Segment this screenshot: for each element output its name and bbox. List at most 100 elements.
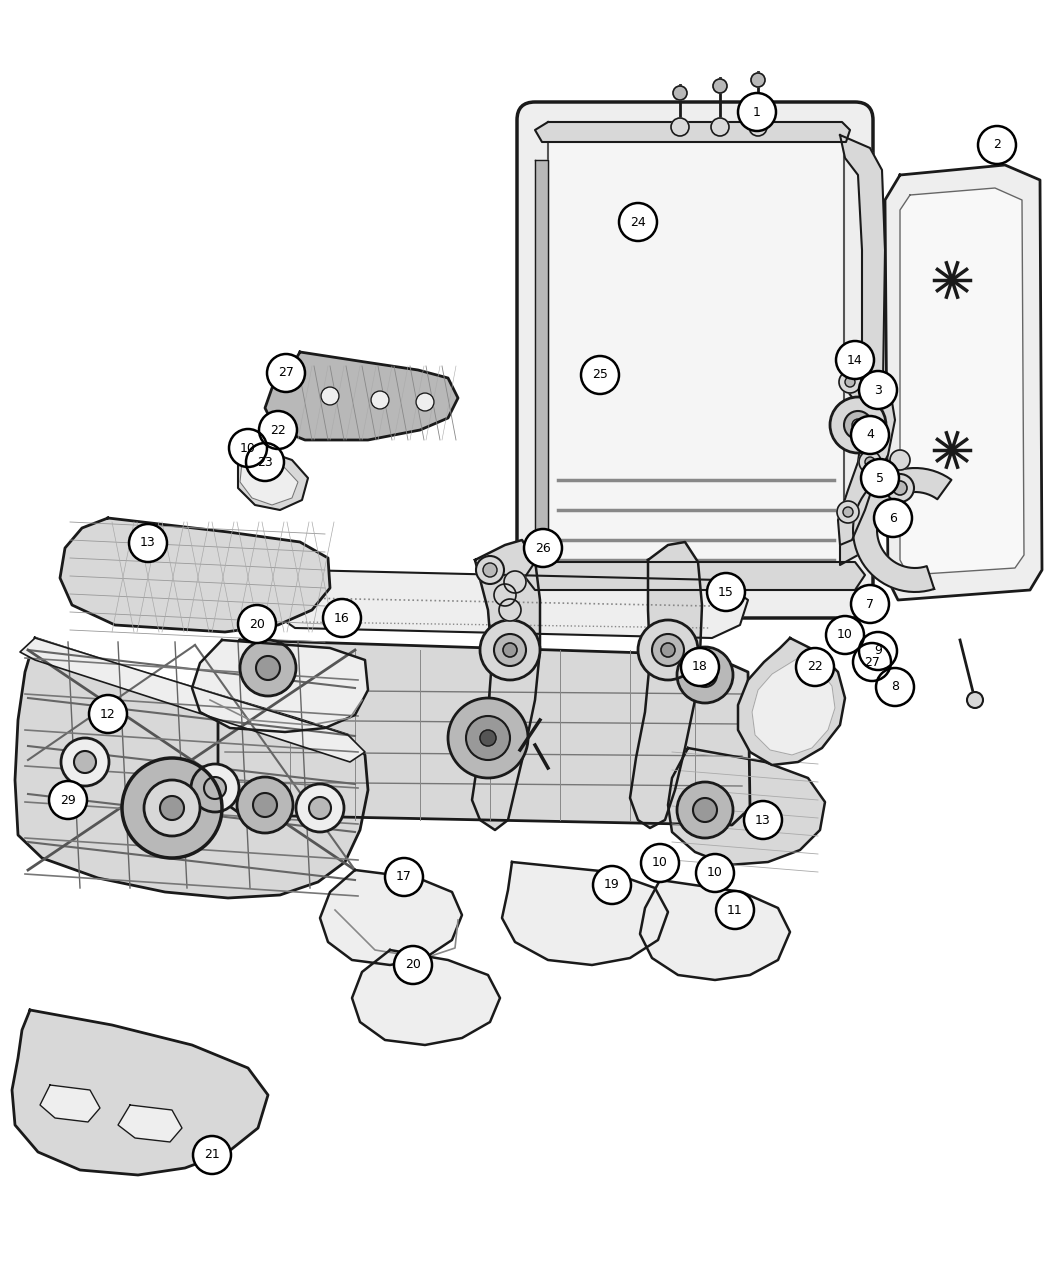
- Circle shape: [850, 585, 889, 623]
- Text: 13: 13: [755, 813, 771, 826]
- Circle shape: [707, 572, 746, 611]
- Text: 26: 26: [536, 542, 551, 555]
- Circle shape: [267, 354, 304, 391]
- Circle shape: [321, 388, 339, 405]
- Text: 2: 2: [993, 139, 1001, 152]
- Text: 3: 3: [874, 384, 882, 397]
- Text: 4: 4: [866, 428, 874, 441]
- Circle shape: [886, 474, 914, 502]
- Circle shape: [978, 126, 1016, 164]
- Circle shape: [830, 397, 886, 453]
- Circle shape: [853, 643, 891, 681]
- Polygon shape: [668, 748, 825, 864]
- Circle shape: [845, 377, 855, 388]
- Circle shape: [677, 782, 733, 838]
- Text: 20: 20: [249, 617, 265, 631]
- Circle shape: [309, 797, 331, 819]
- Polygon shape: [900, 187, 1024, 575]
- Polygon shape: [272, 570, 748, 638]
- Circle shape: [371, 391, 388, 409]
- Circle shape: [716, 891, 754, 929]
- Text: 22: 22: [807, 660, 823, 673]
- Polygon shape: [352, 950, 500, 1046]
- Polygon shape: [525, 562, 865, 590]
- Text: 23: 23: [257, 455, 273, 468]
- Circle shape: [593, 866, 631, 904]
- Text: 19: 19: [604, 878, 620, 891]
- Polygon shape: [320, 870, 462, 965]
- Polygon shape: [640, 880, 790, 980]
- Circle shape: [229, 428, 267, 467]
- Circle shape: [876, 668, 914, 706]
- Polygon shape: [15, 638, 367, 898]
- Text: 8: 8: [891, 681, 899, 694]
- Polygon shape: [20, 638, 365, 762]
- Circle shape: [796, 648, 834, 686]
- Circle shape: [504, 571, 526, 593]
- Circle shape: [503, 643, 517, 657]
- Polygon shape: [118, 1105, 182, 1142]
- Polygon shape: [40, 1085, 100, 1122]
- Circle shape: [49, 782, 87, 819]
- Polygon shape: [853, 468, 951, 592]
- Polygon shape: [630, 542, 702, 827]
- Polygon shape: [240, 455, 298, 505]
- Text: 14: 14: [847, 353, 863, 366]
- Circle shape: [859, 371, 897, 409]
- Circle shape: [122, 759, 222, 858]
- Circle shape: [246, 442, 284, 481]
- Text: 20: 20: [405, 959, 421, 972]
- Circle shape: [751, 73, 765, 87]
- Text: 6: 6: [889, 511, 897, 524]
- Circle shape: [385, 858, 423, 896]
- Circle shape: [826, 616, 864, 654]
- Circle shape: [662, 643, 675, 657]
- Text: 10: 10: [707, 867, 723, 880]
- Circle shape: [713, 79, 727, 93]
- Circle shape: [480, 731, 496, 746]
- Polygon shape: [838, 360, 895, 544]
- Polygon shape: [536, 122, 850, 142]
- Circle shape: [204, 776, 226, 799]
- Text: 9: 9: [874, 644, 882, 658]
- Circle shape: [494, 584, 516, 606]
- Text: 21: 21: [204, 1149, 219, 1162]
- Circle shape: [850, 416, 889, 454]
- Text: 22: 22: [270, 423, 286, 436]
- Text: 17: 17: [396, 871, 412, 884]
- Circle shape: [89, 695, 127, 733]
- Polygon shape: [840, 135, 885, 565]
- Text: 13: 13: [140, 537, 155, 550]
- Polygon shape: [265, 352, 458, 440]
- Circle shape: [620, 203, 657, 241]
- Circle shape: [256, 657, 280, 680]
- Circle shape: [74, 751, 96, 773]
- Text: 12: 12: [100, 708, 116, 720]
- Polygon shape: [60, 518, 330, 632]
- Text: 18: 18: [692, 660, 708, 673]
- Circle shape: [671, 119, 689, 136]
- Text: 24: 24: [630, 215, 646, 228]
- Circle shape: [852, 419, 864, 431]
- Polygon shape: [192, 640, 368, 732]
- Circle shape: [238, 606, 276, 643]
- Circle shape: [129, 524, 167, 562]
- Circle shape: [259, 411, 297, 449]
- Circle shape: [865, 456, 875, 467]
- Text: 10: 10: [837, 629, 853, 641]
- Text: 27: 27: [864, 655, 880, 668]
- Circle shape: [673, 85, 687, 99]
- Circle shape: [839, 371, 861, 393]
- Circle shape: [681, 648, 719, 686]
- Polygon shape: [12, 1010, 268, 1176]
- Circle shape: [638, 620, 698, 680]
- Circle shape: [749, 119, 766, 136]
- Circle shape: [416, 393, 434, 411]
- Text: 29: 29: [60, 793, 76, 807]
- Circle shape: [253, 793, 277, 817]
- Circle shape: [967, 692, 983, 708]
- Circle shape: [237, 776, 293, 833]
- Circle shape: [499, 599, 521, 621]
- Circle shape: [696, 854, 734, 892]
- Polygon shape: [472, 541, 540, 830]
